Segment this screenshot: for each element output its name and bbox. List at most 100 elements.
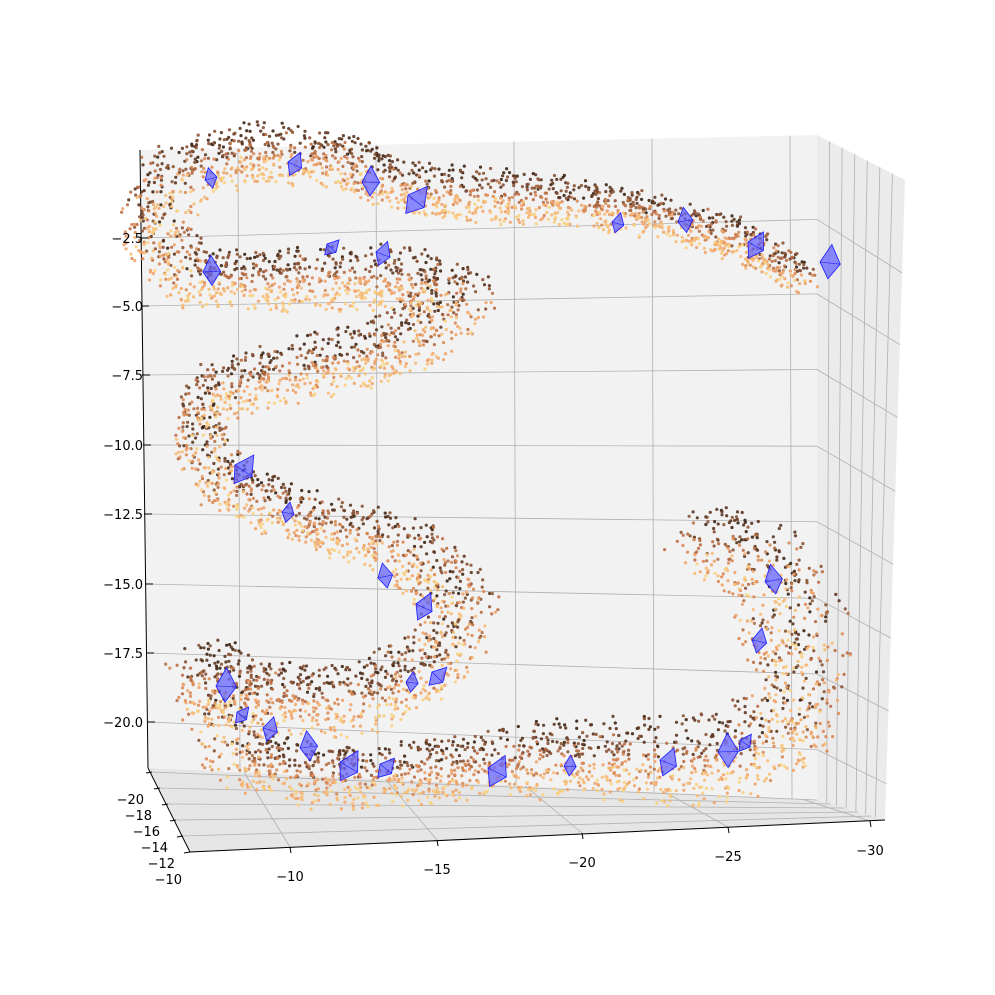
- cloud-point: [425, 757, 430, 761]
- cloud-point: [456, 308, 460, 312]
- cloud-point: [187, 386, 191, 390]
- cloud-point: [155, 190, 159, 194]
- cloud-point: [323, 136, 327, 140]
- cloud-point: [848, 653, 852, 657]
- cloud-point: [156, 155, 160, 159]
- cloud-point: [769, 638, 773, 642]
- cloud-point: [698, 570, 702, 574]
- cloud-point: [432, 573, 437, 577]
- cloud-point: [392, 540, 396, 544]
- cloud-point: [478, 764, 482, 768]
- cloud-point: [308, 513, 313, 518]
- cloud-point: [260, 709, 265, 713]
- cloud-point: [299, 680, 303, 685]
- cloud-point: [398, 277, 402, 281]
- cloud-point: [366, 198, 370, 202]
- cloud-point: [252, 664, 256, 668]
- cloud-point: [421, 333, 425, 337]
- cloud-point: [460, 774, 464, 778]
- cloud-point: [285, 737, 289, 741]
- cloud-point: [177, 415, 181, 420]
- cloud-point: [391, 167, 395, 171]
- cloud-point: [297, 271, 301, 275]
- cloud-point: [202, 375, 206, 379]
- cloud-point: [559, 763, 563, 767]
- cloud-point: [301, 701, 305, 706]
- cloud-point: [281, 482, 285, 486]
- cloud-point: [480, 186, 484, 190]
- cloud-point: [450, 330, 454, 334]
- cloud-point: [275, 746, 279, 750]
- cloud-point: [266, 372, 270, 376]
- cloud-point: [793, 534, 798, 538]
- cloud-point: [508, 758, 512, 762]
- cloud-point: [462, 554, 466, 558]
- cloud-point: [289, 699, 293, 703]
- cloud-point: [295, 749, 299, 753]
- cloud-point: [203, 378, 207, 382]
- cloud-point: [340, 501, 344, 505]
- cloud-point: [345, 542, 349, 546]
- cloud-point: [170, 180, 174, 184]
- cloud-point: [396, 661, 400, 665]
- cloud-point: [267, 483, 271, 487]
- cloud-point: [735, 510, 740, 514]
- cloud-point: [289, 775, 293, 780]
- cloud-point: [251, 375, 255, 379]
- cloud-point: [475, 751, 479, 755]
- cloud-point: [188, 282, 192, 286]
- cloud-point: [684, 751, 689, 756]
- cloud-point: [642, 222, 646, 226]
- cloud-point: [425, 738, 429, 742]
- cloud-point: [469, 582, 473, 586]
- cloud-point: [238, 126, 242, 130]
- cloud-point: [248, 129, 252, 133]
- cloud-point: [744, 586, 748, 590]
- cloud-point: [783, 701, 787, 705]
- cloud-point: [753, 533, 758, 537]
- cloud-point: [411, 526, 415, 530]
- cloud-point: [744, 264, 748, 268]
- cloud-point: [257, 774, 261, 778]
- cloud-point: [648, 765, 653, 769]
- cloud-point: [738, 540, 742, 544]
- cloud-point: [223, 273, 227, 277]
- cloud-point: [305, 274, 309, 279]
- cloud-point: [387, 523, 391, 527]
- cloud-point: [282, 287, 286, 291]
- cloud-point: [270, 283, 274, 287]
- z-grid-line: [145, 583, 818, 599]
- cloud-point: [189, 210, 193, 215]
- cloud-point: [466, 265, 470, 269]
- cloud-point: [794, 637, 798, 641]
- cloud-point: [713, 520, 717, 524]
- cloud-point: [240, 266, 244, 271]
- cloud-point: [221, 145, 225, 149]
- cloud-point: [279, 671, 283, 675]
- cloud-point: [358, 724, 362, 728]
- cloud-point: [253, 474, 257, 478]
- cloud-point: [327, 511, 331, 515]
- cloud-point: [205, 652, 209, 656]
- cloud-point: [372, 156, 377, 160]
- cloud-point: [285, 528, 289, 533]
- cloud-point: [685, 550, 690, 554]
- cloud-point: [279, 254, 283, 258]
- cloud-point: [702, 749, 706, 753]
- cloud-point: [345, 156, 349, 160]
- cloud-point: [795, 562, 799, 567]
- cloud-point: [805, 708, 810, 712]
- cloud-point: [814, 570, 818, 574]
- cloud-point: [442, 172, 447, 176]
- cloud-point: [701, 219, 705, 223]
- cloud-point: [411, 306, 415, 310]
- cloud-point: [362, 543, 366, 548]
- cloud-point: [464, 769, 468, 773]
- cloud-point: [238, 451, 242, 455]
- cloud-point: [411, 297, 415, 301]
- cloud-point: [550, 733, 554, 737]
- cloud-point: [324, 131, 328, 135]
- cloud-point: [708, 743, 712, 747]
- cloud-point: [408, 534, 412, 538]
- cloud-point: [427, 749, 432, 753]
